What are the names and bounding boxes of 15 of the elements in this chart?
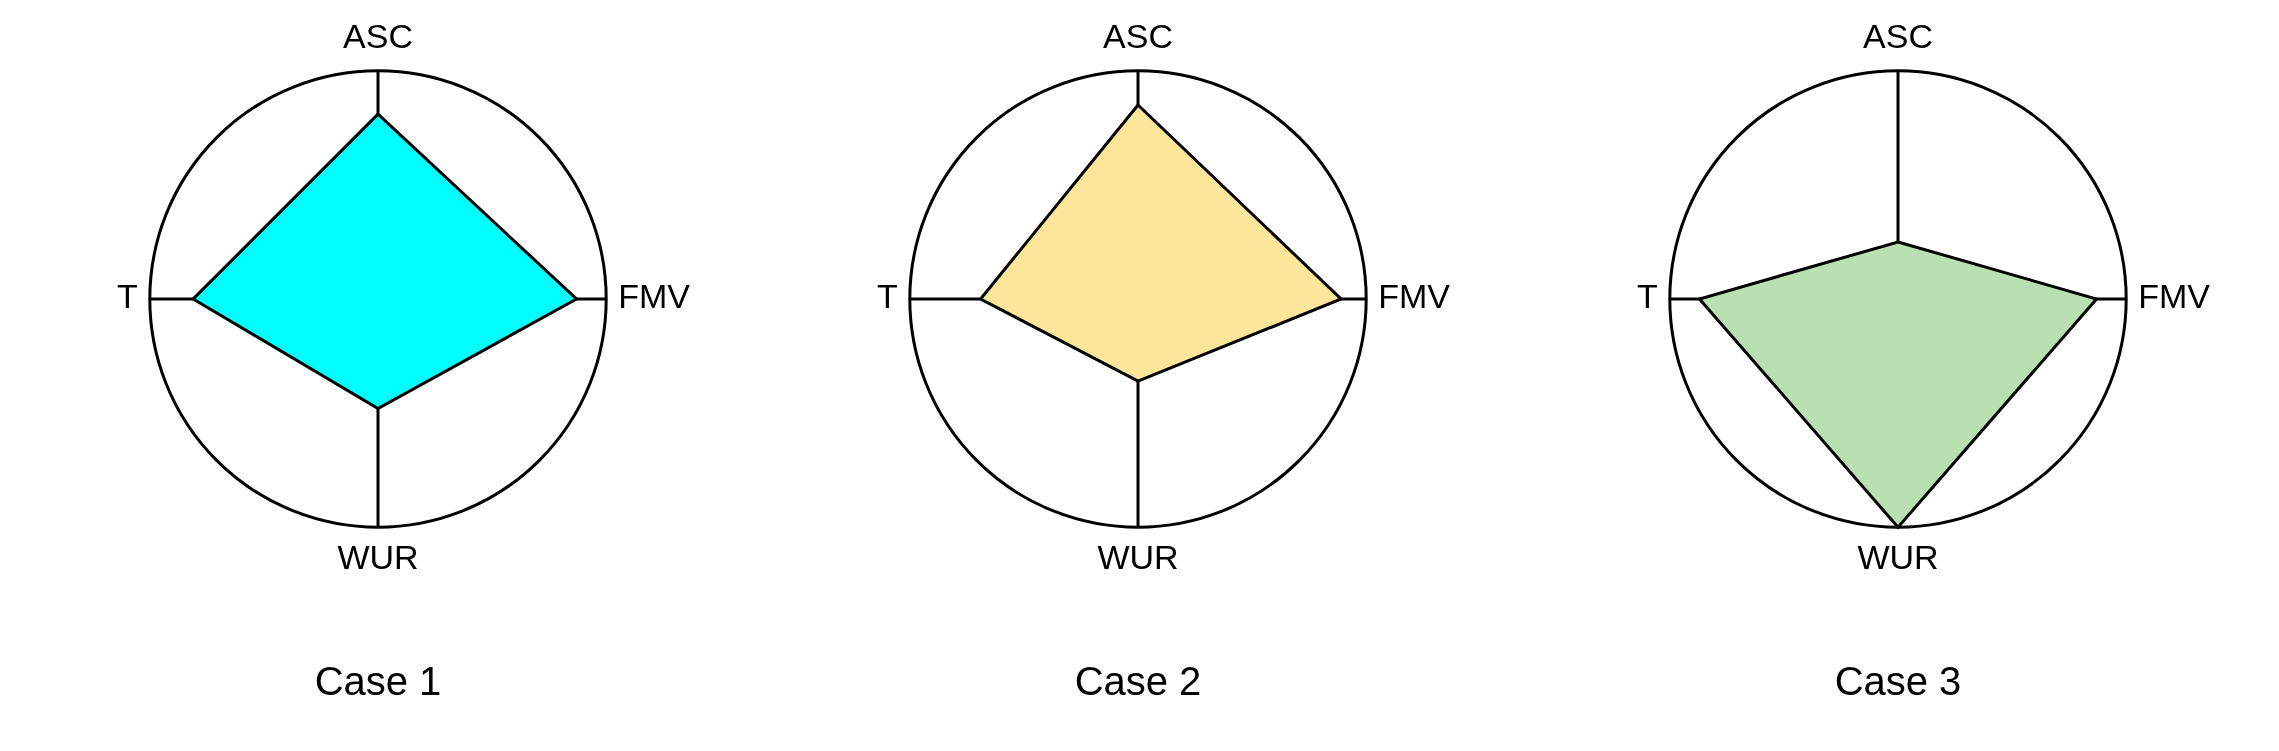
spoke-label: T	[877, 277, 898, 316]
text: Case 3	[1834, 659, 1962, 704]
spoke-label: T	[117, 277, 138, 316]
spoke-label: WUR	[337, 537, 419, 576]
spoke-label: T	[1637, 277, 1658, 316]
spoke-label: ASC	[343, 16, 413, 55]
spoke-label: WUR	[1097, 537, 1179, 576]
spoke-label: WUR	[1857, 537, 1939, 576]
text: Case 2	[1074, 659, 1202, 704]
text: Case 1	[314, 659, 442, 704]
spoke-label: FMV	[618, 277, 691, 316]
spoke-label: FMV	[1378, 277, 1451, 316]
spoke-label: ASC	[1103, 16, 1173, 55]
spoke-label: ASC	[1863, 16, 1933, 55]
spoke-label: FMV	[2138, 277, 2211, 316]
